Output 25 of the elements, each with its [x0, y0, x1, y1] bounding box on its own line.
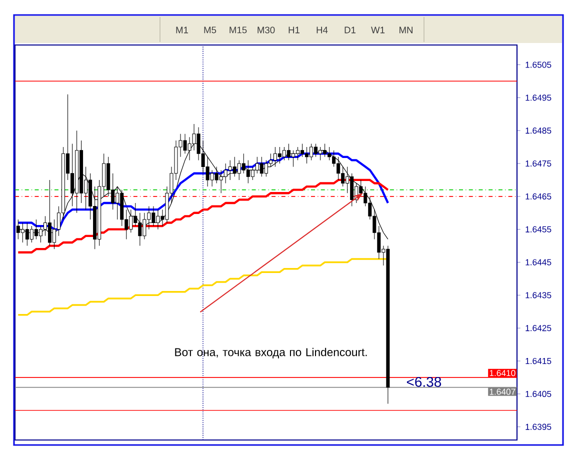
y-tick-label: 1.6435 — [526, 292, 552, 298]
y-tick-label: 1.6465 — [526, 193, 552, 200]
y-tick-label: 1.6495 — [526, 94, 552, 101]
y-tick-label: 1.6395 — [526, 424, 552, 430]
text: M15 — [230, 26, 247, 34]
text: M5 — [204, 26, 216, 34]
y-tick-label: 1.6415 — [526, 358, 552, 364]
text: M1 — [176, 26, 188, 34]
y-tick-label: 1.6455 — [526, 226, 552, 232]
text: H1 — [288, 26, 300, 34]
ref-line-label: 1.6410 — [490, 370, 516, 376]
y-tick-label: 1.6475 — [526, 160, 552, 167]
text: D1 — [344, 26, 356, 34]
annotation: Вот она, точка входа по Lindencourt. — [175, 348, 367, 358]
y-tick-label: 1.6405 — [526, 390, 552, 397]
text: MN — [400, 26, 412, 34]
text: <6.38 — [406, 376, 442, 387]
y-tick-label: 1.6425 — [526, 325, 552, 332]
y-tick-label: 1.6445 — [526, 259, 552, 266]
y-tick-label: 1.6505 — [526, 62, 552, 68]
y-tick-label: 1.6485 — [526, 128, 552, 134]
text: M30 — [258, 26, 275, 34]
text: W1 — [371, 26, 385, 34]
ref-line-label: 1.6407 — [490, 388, 516, 395]
text: H4 — [316, 26, 328, 34]
